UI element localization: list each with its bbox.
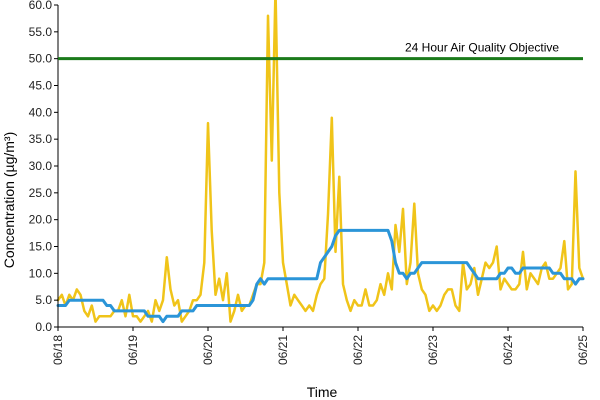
y-tick-label: 40.0 <box>29 105 53 119</box>
y-tick-label: 35.0 <box>29 132 53 146</box>
y-tick-label: 30.0 <box>29 159 53 173</box>
x-tick-label: 06/19 <box>126 335 140 365</box>
series-line-blue <box>56 228 585 324</box>
y-tick-label: 25.0 <box>29 186 53 200</box>
series-layer <box>56 0 585 324</box>
y-tick-label: 55.0 <box>29 25 53 39</box>
y-tick-label: 5.0 <box>35 293 52 307</box>
x-tick-label: 06/25 <box>576 335 590 365</box>
x-tick-label: 06/23 <box>426 335 440 365</box>
y-tick-label: 15.0 <box>29 240 53 254</box>
x-axis-title: Time <box>307 384 338 400</box>
y-tick-label: 20.0 <box>29 213 53 227</box>
y-tick-label: 0.0 <box>35 320 52 334</box>
x-tick-label: 06/20 <box>201 335 215 365</box>
x-tick-label: 06/22 <box>351 335 365 365</box>
x-tick-label: 06/18 <box>51 335 65 365</box>
y-tick-label: 10.0 <box>29 266 53 280</box>
y-tick-label: 45.0 <box>29 79 53 93</box>
y-tick-label: 60.0 <box>29 0 53 12</box>
x-tick-label: 06/24 <box>501 335 515 365</box>
y-tick-label: 50.0 <box>29 52 53 66</box>
objective-label: 24 Hour Air Quality Objective <box>405 41 559 55</box>
x-axis-ticks: 06/18 06/19 06/20 06/21 06/22 06/23 06/24 06/25 <box>51 327 590 365</box>
y-axis-ticks: 0.0 5.0 10.0 15.0 20.0 25.0 30.0 35.0 40.0 45.0 50… <box>29 0 58 334</box>
y-axis-title: Concentration (µg/m³) <box>1 132 17 268</box>
x-tick-label: 06/21 <box>276 335 290 365</box>
